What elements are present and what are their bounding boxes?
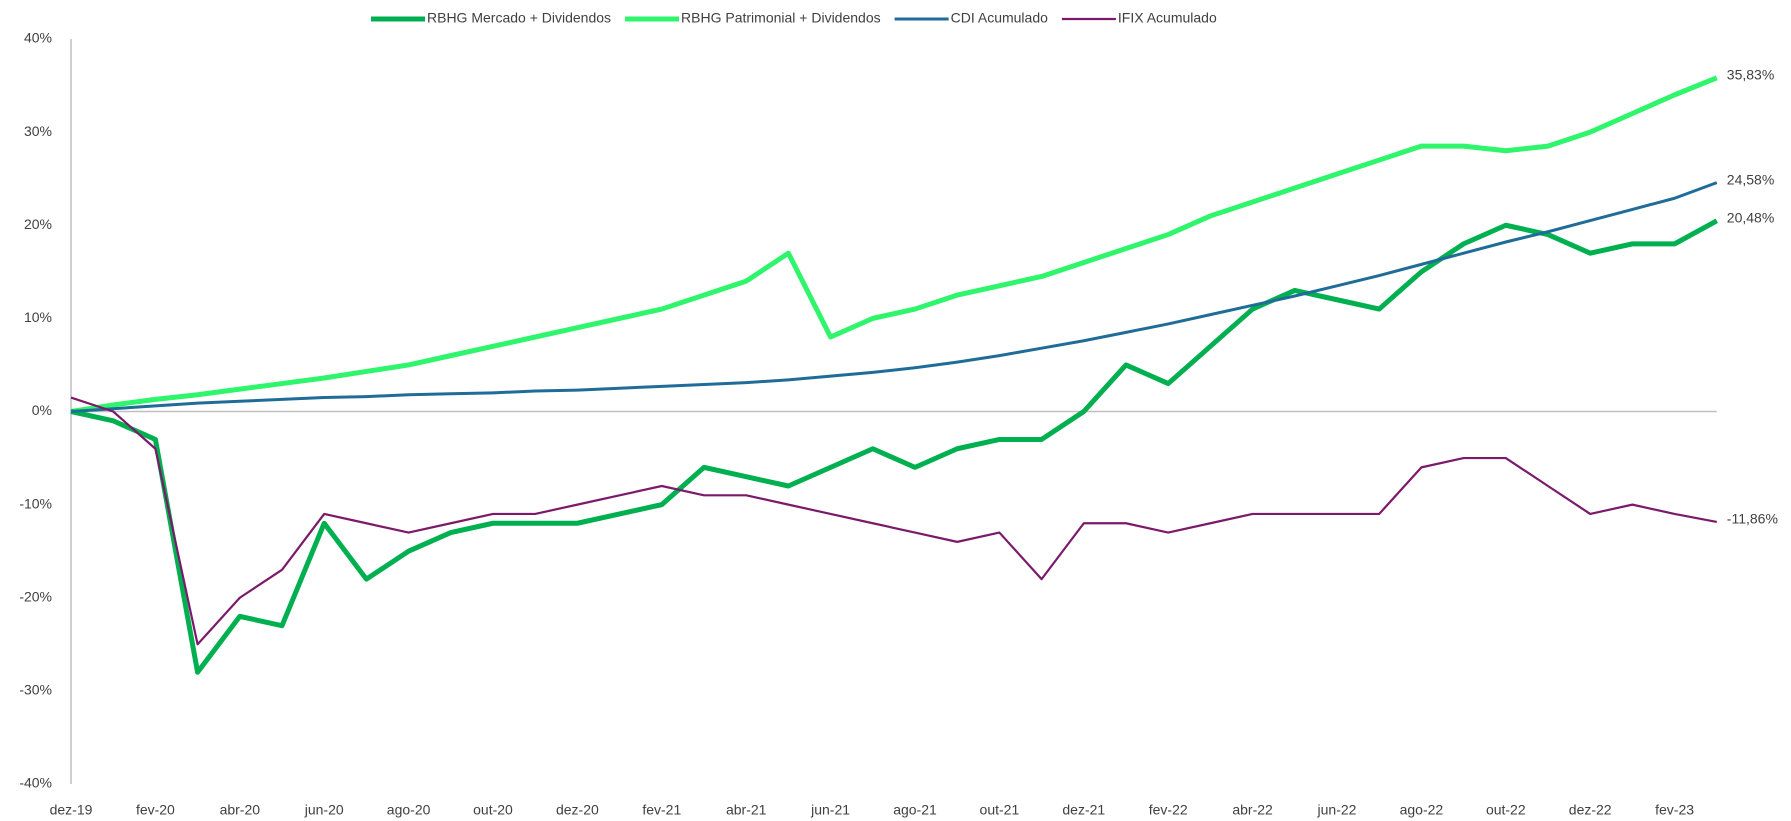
x-tick-label: dez-20 [556, 802, 599, 818]
end-label: 24,58% [1727, 171, 1774, 187]
y-tick-label: 20% [24, 216, 52, 232]
x-tick-label: dez-19 [50, 802, 93, 818]
x-tick-label: abr-20 [220, 802, 261, 818]
series-line [70, 181, 1718, 413]
y-tick-label: -40% [19, 775, 52, 791]
x-tick-label: fev-22 [1149, 802, 1188, 818]
x-tick-label: fev-21 [642, 802, 681, 818]
x-tick-label: ago-22 [1400, 802, 1444, 818]
x-tick-label: jun-22 [1317, 802, 1357, 818]
y-tick-label: 0% [32, 402, 52, 418]
y-tick-label: 40% [24, 30, 52, 46]
end-label: -11,86% [1727, 511, 1778, 527]
y-tick-label: 30% [24, 123, 52, 139]
end-label: 20,48% [1727, 209, 1774, 225]
series-line [70, 396, 1718, 646]
y-tick-label: -20% [19, 588, 52, 604]
x-tick-label: jun-21 [810, 802, 850, 818]
series-line [70, 75, 1718, 414]
series-line [70, 218, 1719, 675]
x-tick-label: abr-21 [726, 802, 767, 818]
x-tick-label: jun-20 [304, 802, 344, 818]
x-tick-label: fev-20 [136, 802, 175, 818]
end-label: 35,83% [1727, 67, 1774, 83]
x-tick-label: fev-23 [1655, 802, 1694, 818]
y-tick-label: 10% [24, 309, 52, 325]
x-tick-label: ago-20 [387, 802, 431, 818]
x-tick-label: abr-22 [1232, 802, 1273, 818]
x-tick-label: out-21 [980, 802, 1020, 818]
legend-label: CDI Acumulado [951, 10, 1048, 26]
x-tick-label: out-22 [1486, 802, 1526, 818]
legend-label: RBHG Mercado + Dividendos [427, 10, 611, 26]
y-tick-label: -30% [19, 682, 52, 698]
x-tick-label: dez-21 [1062, 802, 1105, 818]
legend-label: IFIX Acumulado [1118, 10, 1217, 26]
y-tick-label: -10% [19, 495, 52, 511]
x-tick-label: ago-21 [893, 802, 937, 818]
legend-label: RBHG Patrimonial + Dividendos [681, 10, 881, 26]
x-tick-label: out-20 [473, 802, 513, 818]
x-tick-label: dez-22 [1569, 802, 1612, 818]
